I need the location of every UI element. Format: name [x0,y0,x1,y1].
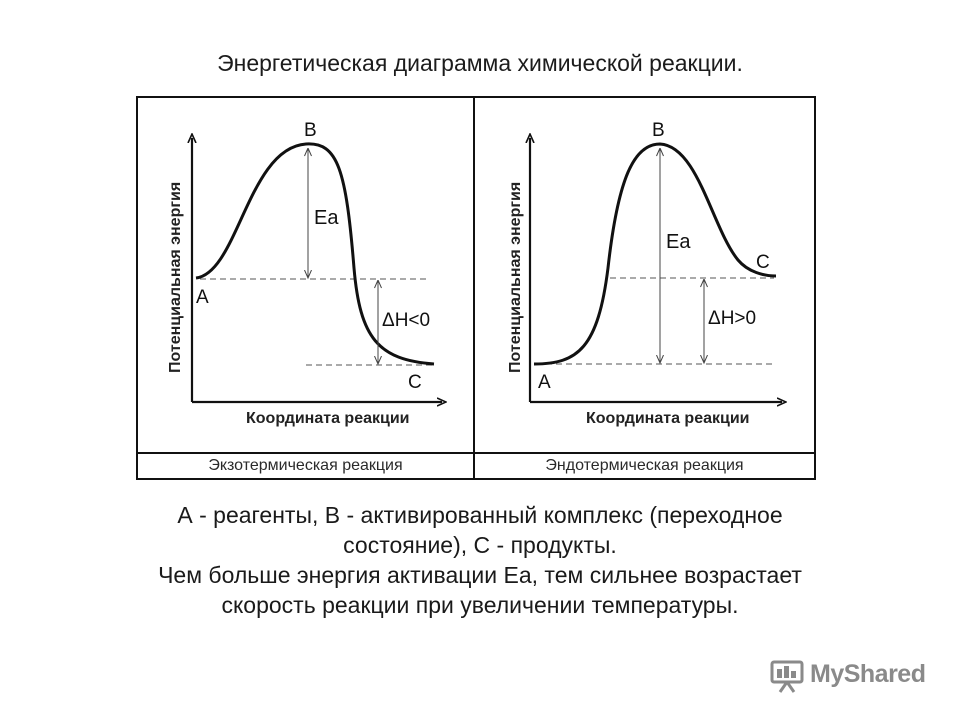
presentation-board-icon [770,660,804,693]
exo-point-c-label: C [408,372,422,393]
endothermic-panel: Потенциальная энергия Координата реакции… [507,120,782,427]
endo-x-axis-label: Координата реакции [586,410,750,427]
panel-divider-vertical [473,98,475,478]
legend-text: А - реагенты, В - активированный комплек… [100,500,860,620]
exo-energy-curve [195,142,435,366]
exo-enthalpy-label: ΔH<0 [382,310,430,331]
endothermic-caption: Эндотермическая реакция [545,457,744,474]
page-title: Энергетическая диаграмма химической реак… [217,50,743,76]
exo-point-a-label: A [196,287,209,308]
endo-point-b-label: B [652,120,665,141]
exothermic-panel: Потенциальная энергия Координата реакции… [167,120,442,427]
exo-x-axis-label: Координата реакции [246,410,410,427]
endo-enthalpy-label: ΔH>0 [708,308,756,329]
watermark-text: MyShared [810,660,926,688]
legend-line-1: А - реагенты, В - активированный комплек… [177,502,783,528]
energy-diagram-figure: Потенциальная энергия Координата реакции… [136,96,816,480]
endo-activation-energy-label: Ea [666,231,691,253]
legend-line-4: скорость реакции при увеличении температ… [221,592,739,618]
endo-y-axis-label: Потенциальная энергия [507,182,524,373]
legend-line-3: Чем больше энергия активации Еа, тем сил… [158,562,802,588]
energy-diagrams-svg: Потенциальная энергия Координата реакции… [167,120,818,427]
exo-point-b-label: B [304,120,317,141]
mysshared-watermark[interactable]: MyShared [768,656,938,696]
exo-y-axis-label: Потенциальная энергия [167,182,184,373]
exo-activation-energy-label: Ea [314,207,339,229]
endo-point-a-label: A [538,372,551,393]
legend-line-2: состояние), С - продукты. [343,532,617,558]
endo-point-c-label: C [756,252,770,273]
caption-divider-horizontal [138,452,814,454]
endo-energy-curve [533,142,777,366]
exothermic-caption: Экзотермическая реакция [208,457,403,474]
